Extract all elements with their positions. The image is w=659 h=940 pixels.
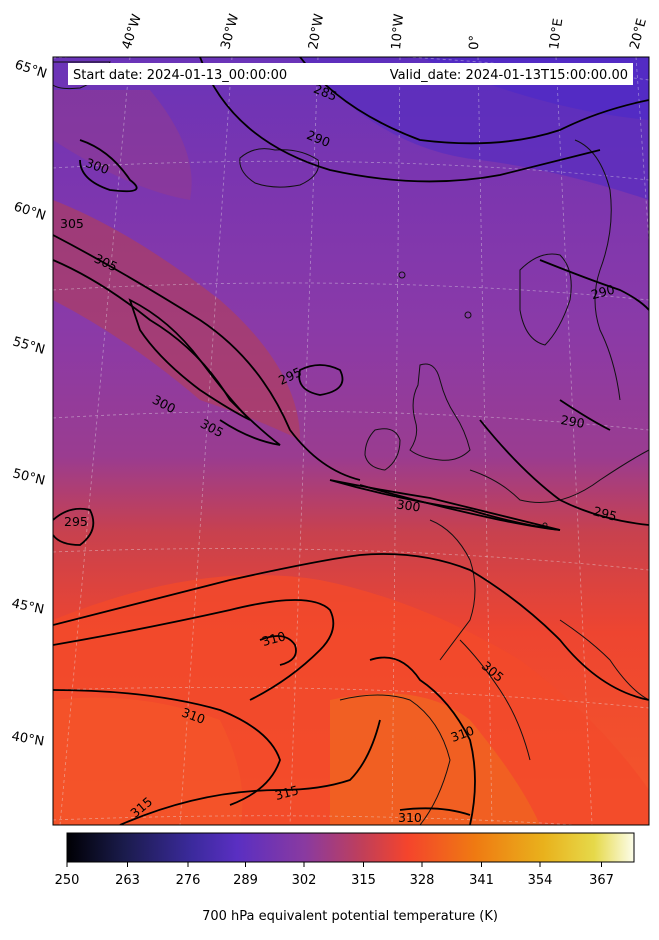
colorbar-tick-label: 263 — [115, 873, 140, 888]
colorbar-label: 700 hPa equivalent potential temperature… — [202, 909, 498, 924]
colorbar-tick-label: 328 — [410, 873, 435, 888]
date-header-box — [68, 63, 633, 85]
contour-label: 295 — [592, 503, 619, 524]
colorbar-tick-label: 289 — [233, 873, 258, 888]
lat-label: 65°N — [13, 58, 49, 82]
longitude-labels: 40°W 30°W 20°W 10°W 0° 10°E 20°E — [120, 12, 650, 51]
colorbar-tick-label: 341 — [469, 873, 494, 888]
lat-label: 55°N — [11, 334, 47, 357]
colorbar-tick-label: 302 — [292, 873, 317, 888]
contour-label: 295 — [64, 514, 88, 529]
temperature-field: 285 290 300 305 305 290 295 300 305 290 … — [53, 57, 649, 825]
map-frame — [52, 56, 650, 826]
latitude-labels: 65°N 60°N 55°N 50°N 45°N 40°N — [10, 58, 48, 750]
lon-label: 0° — [467, 35, 483, 50]
contour-label: 300 — [396, 496, 422, 514]
graticule — [53, 57, 649, 825]
lat-label: 50°N — [11, 466, 46, 488]
lat-label: 60°N — [12, 200, 48, 224]
lon-label: 30°W — [218, 12, 242, 51]
lon-label: 20°W — [306, 13, 327, 51]
contours — [53, 57, 649, 825]
lon-label: 10°E — [547, 18, 566, 51]
contour-label: 290 — [589, 282, 616, 303]
colorbar-tick-label: 367 — [589, 873, 614, 888]
valid-date-label: Valid_date: 2024-01-13T15:00:00.00 — [390, 68, 628, 83]
colorbar — [66, 832, 635, 863]
colorbar-tick-label: 276 — [176, 873, 201, 888]
lon-label: 10°W — [389, 13, 407, 50]
contour-label: 310 — [398, 810, 422, 825]
colorbar-tick-labels: 250 263 276 289 302 315 328 341 354 367 — [55, 873, 614, 888]
colorbar-tick-label: 354 — [528, 873, 553, 888]
contour-label: 305 — [60, 216, 84, 231]
contour-label: 310 — [260, 628, 287, 649]
start-date-label: Start date: 2024-01-13_00:00:00 — [73, 68, 287, 83]
lon-label: 40°W — [120, 12, 145, 51]
lon-label: 20°E — [627, 17, 650, 51]
contour-label: 315 — [273, 782, 300, 803]
contour-label: 290 — [560, 412, 586, 431]
lat-label: 40°N — [10, 729, 45, 749]
colorbar-tick-label: 315 — [351, 873, 376, 888]
lat-label: 45°N — [10, 596, 45, 617]
colorbar-ticks — [66, 862, 602, 867]
colorbar-tick-label: 250 — [55, 873, 80, 888]
